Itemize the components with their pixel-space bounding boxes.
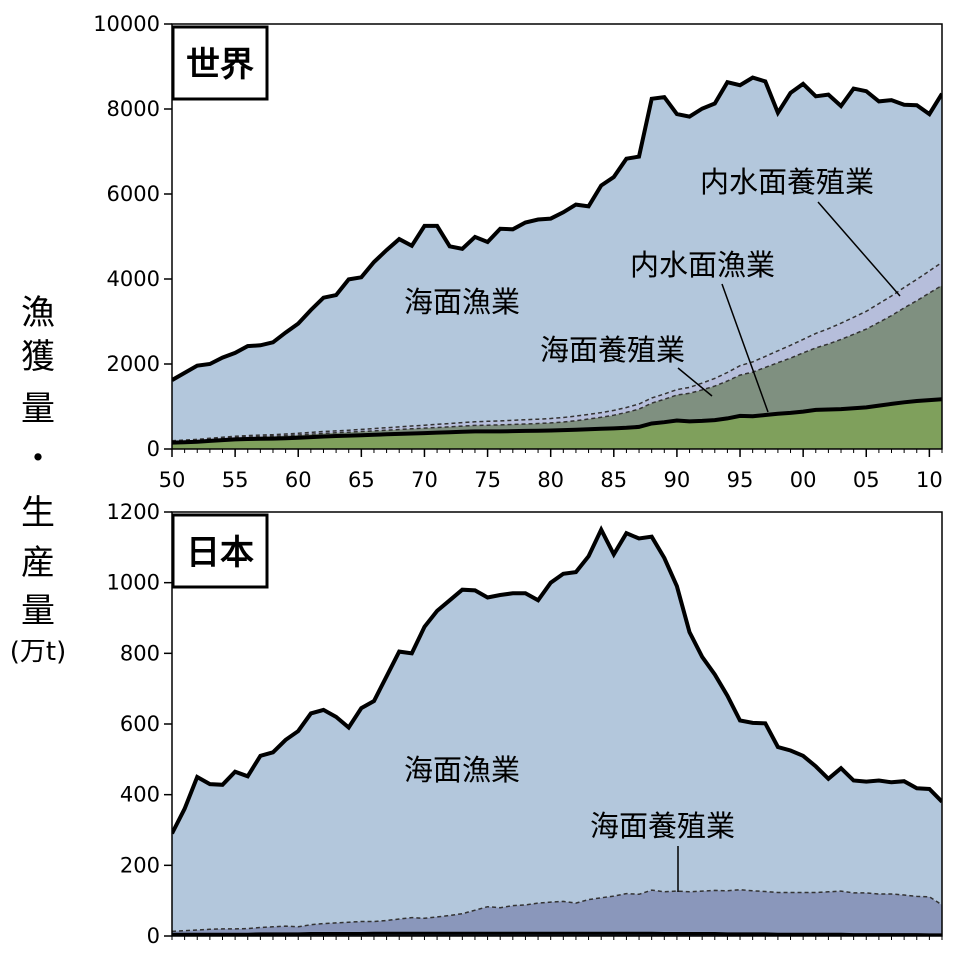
x-tick-label: 50: [159, 468, 186, 492]
world-leader-inland-capture: [721, 283, 769, 413]
japan-title: 日本: [171, 513, 269, 589]
world-y-tick-label: 2000: [107, 352, 160, 376]
x-tick-label: 65: [348, 468, 375, 492]
japan-title-text: 日本: [186, 533, 254, 573]
world-area-marine-capture: [172, 77, 942, 441]
japan-title-box: [171, 513, 269, 589]
world-y-tick-label: 8000: [107, 97, 160, 121]
japan-area-marine-capture: [172, 529, 942, 932]
y-axis-label: 漁 獲 量 ・ 生 産 量 (万t): [10, 293, 66, 667]
world-line-inland-capture: [172, 397, 942, 445]
japan-area-marine-aquaculture: [172, 889, 942, 935]
japan-y-tick-label: 200: [120, 853, 160, 877]
world-label-marine-aquaculture: 海面養殖業: [540, 333, 685, 367]
world-plot-area: [172, 75, 942, 449]
x-tick-label: 55: [222, 468, 249, 492]
world-y-tick-label: 6000: [107, 182, 160, 206]
japan-y-tick-label: 1000: [107, 571, 160, 595]
y-label-char: 獲: [21, 337, 55, 377]
japan-plot-area: [172, 525, 942, 936]
world-y-tick-label: 0: [147, 437, 160, 461]
x-tick-label: 10: [916, 468, 943, 492]
world-panel: 0 2000 4000 6000 8000 10000 50 55 60 65 70 75 80 85 90…: [93, 12, 943, 492]
world-title: 世界: [171, 25, 269, 101]
x-tick-label: 60: [285, 468, 312, 492]
y-label-char: 量: [21, 389, 55, 429]
world-title-box: [171, 25, 269, 101]
x-tick-label: 05: [853, 468, 880, 492]
world-label-marine-capture: 海面漁業: [404, 285, 520, 319]
japan-y-tick-label: 400: [120, 783, 160, 807]
x-tick-label: 75: [474, 468, 501, 492]
japan-y-tick-label: 600: [120, 712, 160, 736]
world-y-tick-label: 10000: [93, 12, 160, 36]
japan-y-tick-label: 0: [147, 924, 160, 948]
world-area-inland-aquaculture: [172, 285, 942, 443]
japan-y-tick-label: 1200: [107, 500, 160, 524]
y-label-char: ・: [21, 439, 55, 479]
world-y-tick-label: 4000: [107, 267, 160, 291]
world-title-text: 世界: [186, 45, 254, 85]
japan-y-tick-label: 800: [120, 641, 160, 665]
y-label-char: 量: [21, 591, 55, 631]
x-tick-label: 95: [727, 468, 754, 492]
world-leader-inland-aquaculture: [817, 201, 901, 297]
x-tick-label: 80: [537, 468, 564, 492]
y-label-char: 産: [21, 543, 55, 583]
world-line-inland-aquaculture: [172, 284, 942, 443]
world-leader-marine-aquaculture: [677, 367, 713, 397]
world-label-inland-aquaculture: 内水面養殖業: [700, 165, 874, 199]
x-tick-label: 00: [790, 468, 817, 492]
world-frame: [171, 23, 943, 450]
japan-line-marine-aquaculture: [172, 888, 942, 933]
world-line-marine-aquaculture: [172, 261, 942, 442]
world-line-total: [172, 75, 942, 382]
y-label-char: 漁: [21, 293, 55, 333]
world-area-marine-aquaculture: [172, 262, 942, 442]
y-label-char: 生: [21, 493, 55, 533]
japan-label-marine-aquaculture: 海面養殖業: [590, 809, 735, 843]
japan-line-total: [172, 525, 942, 835]
japan-label-marine-capture: 海面漁業: [404, 753, 520, 787]
y-label-unit: (万t): [10, 637, 66, 667]
x-tick-label: 70: [411, 468, 438, 492]
x-tick-label: 90: [664, 468, 691, 492]
world-label-inland-capture: 内水面漁業: [630, 248, 775, 282]
x-tick-label: 85: [600, 468, 627, 492]
japan-line-inland: [172, 931, 942, 936]
